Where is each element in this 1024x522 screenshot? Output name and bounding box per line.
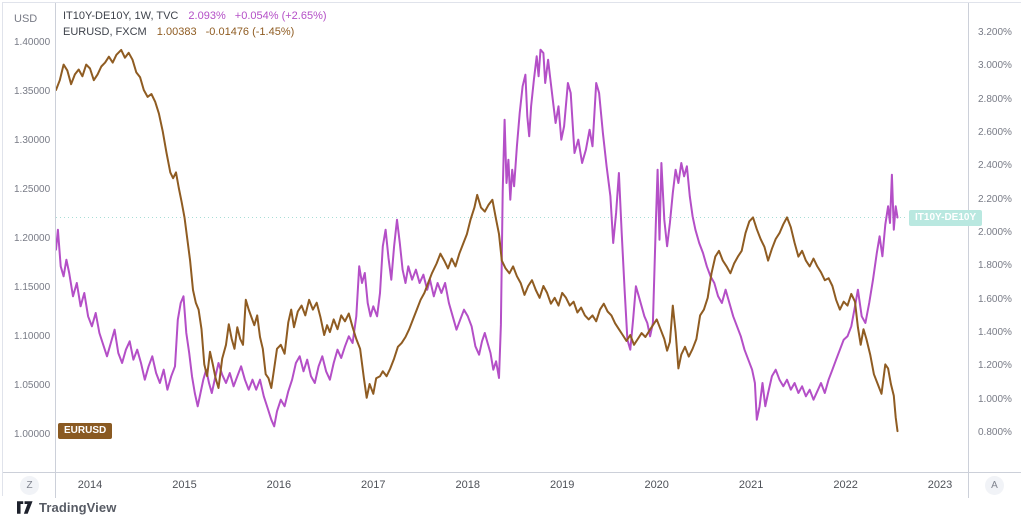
- y-axis-right-tick-label: 1.400%: [978, 327, 1012, 338]
- x-axis-tick-label: 2023: [927, 479, 953, 491]
- y-axis-left-tick-label: 1.05000: [14, 380, 51, 391]
- chart-container: [2, 2, 1021, 496]
- x-axis-tick-label: 2016: [266, 479, 292, 491]
- y-axis-right-tick-label: 1.200%: [978, 360, 1012, 372]
- y-axis-right-tick-label: 0.800%: [978, 427, 1012, 438]
- y-axis-right-tick-label: 3.200%: [978, 27, 1012, 38]
- y-axis-right-tick-label: 2.600%: [978, 127, 1012, 138]
- x-axis-tick-label: 2021: [738, 479, 764, 491]
- eurusd-series-badge[interactable]: EURUSD: [58, 423, 113, 440]
- x-axis-tick-label: 2022: [833, 479, 858, 491]
- it10y-de10y-series-badge[interactable]: IT10Y-DE10Y: [909, 209, 983, 226]
- x-axis-tick-label: 2014: [77, 479, 103, 491]
- time-axis-separator-right: [968, 473, 969, 498]
- legend-last-value: 1.00383: [156, 26, 197, 38]
- y-axis-left-tick-label: 1.40000: [14, 37, 51, 48]
- x-axis-tick-label: 2020: [644, 479, 669, 491]
- legend-change: -0.01476 (-1.45%): [205, 26, 295, 38]
- y-axis-left-tick-label: 1.10000: [14, 331, 51, 342]
- legend-last-value: 2.093%: [188, 10, 226, 22]
- x-axis-tick-label: 2018: [455, 479, 481, 491]
- tradingview-attribution-link[interactable]: TradingView: [17, 500, 116, 515]
- price-scale-left[interactable]: USD 1.40000 1.35000 1.30000 1.25000 1.20000 1…: [3, 3, 56, 472]
- price-scale-right[interactable]: 3.200% 3.000% 2.800% 2.600% 2.400% 2.200% 2.00…: [968, 3, 1022, 472]
- it10y-de10y-line[interactable]: [55, 48, 899, 428]
- eurusd-line[interactable]: [55, 48, 899, 433]
- legend-title: IT10Y-DE10Y, 1W, TVC: [63, 10, 179, 22]
- x-axis-tick-label: 2019: [549, 479, 575, 491]
- legend: IT10Y-DE10Y, 1W, TVC 2.093% +0.054% (+2.…: [63, 8, 327, 40]
- y-axis-left-tick-label: 1.15000: [14, 282, 51, 293]
- y-axis-right-tick-label: 2.200%: [978, 193, 1012, 205]
- y-axis-left-tick-label: 1.30000: [14, 135, 51, 146]
- y-axis-right-tick-label: 2.400%: [978, 160, 1012, 172]
- y-axis-right-tick-label: 1.600%: [978, 293, 1012, 305]
- tradingview-logo-icon: [17, 501, 33, 514]
- y-axis-left-tick-label: 1.20000: [14, 233, 51, 244]
- time-axis[interactable]: Z A 2014 2015 2016 2017 2018 2019 2020 2021 2022…: [3, 472, 1021, 498]
- x-axis-tick-label: 2015: [172, 479, 197, 491]
- auto-scale-button[interactable]: A: [985, 476, 1004, 495]
- chart-plot-svg: [55, 48, 908, 433]
- legend-series-it10y-de10y[interactable]: IT10Y-DE10Y, 1W, TVC 2.093% +0.054% (+2.…: [63, 8, 327, 24]
- legend-series-eurusd[interactable]: EURUSD, FXCM 1.00383 -0.01476 (-1.45%): [63, 24, 327, 40]
- y-axis-left-tick-label: 1.00000: [14, 429, 51, 440]
- y-axis-left-tick-label: 1.35000: [14, 86, 51, 97]
- y-axis-right-tick-label: 1.800%: [978, 260, 1012, 272]
- y-axis-right-tick-label: 1.000%: [978, 393, 1012, 405]
- legend-change: +0.054% (+2.65%): [234, 10, 327, 22]
- time-axis-separator-left: [55, 473, 56, 498]
- timezone-button[interactable]: Z: [20, 476, 39, 495]
- legend-title: EURUSD, FXCM: [63, 26, 147, 38]
- y-axis-right-tick-label: 3.000%: [978, 60, 1012, 72]
- currency-label: USD: [14, 13, 38, 25]
- y-axis-left-tick-label: 1.25000: [14, 184, 51, 195]
- x-axis-tick-label: 2017: [361, 479, 386, 491]
- y-axis-right-tick-label: 2.800%: [978, 93, 1012, 105]
- tradingview-brand-text: TradingView: [39, 500, 117, 515]
- y-axis-right-tick-label: 2.000%: [978, 227, 1012, 238]
- plot-area[interactable]: [56, 3, 968, 472]
